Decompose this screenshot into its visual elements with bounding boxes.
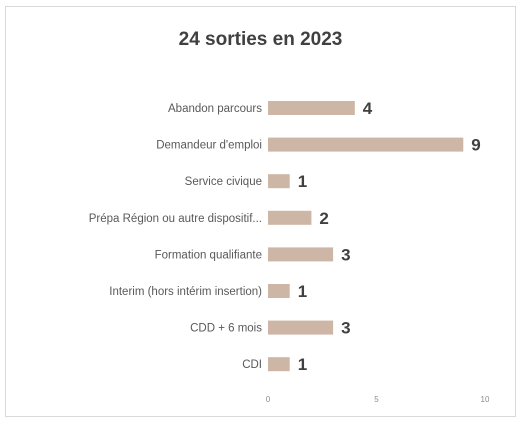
category-label: CDI xyxy=(242,359,262,371)
category-label: Abandon parcours xyxy=(168,103,262,115)
bar-chart: Abandon parcours 4 Demandeur d'emploi 9 Serv… xyxy=(89,99,490,404)
category-label: Demandeur d'emploi xyxy=(156,140,262,152)
data-label: 1 xyxy=(298,355,307,374)
bar xyxy=(268,210,312,225)
category-label: CDD + 6 mois xyxy=(190,323,262,335)
category-label: Service civique xyxy=(185,176,262,188)
category-label: Interim (hors intérim insertion) xyxy=(109,286,262,298)
category-label: Prépa Région ou autre dispositif... xyxy=(89,213,262,225)
bar xyxy=(268,137,464,152)
x-tick-label: 5 xyxy=(374,395,379,404)
bar xyxy=(268,174,290,189)
bar xyxy=(268,284,290,298)
data-label: 2 xyxy=(319,209,328,228)
chart-title: 24 sorties en 2023 xyxy=(178,29,343,50)
data-label: 3 xyxy=(341,245,350,264)
bar xyxy=(268,247,334,262)
x-tick-label: 0 xyxy=(266,395,271,404)
data-label: 1 xyxy=(298,282,307,301)
x-tick-label: 10 xyxy=(481,395,490,404)
data-label: 3 xyxy=(341,319,350,338)
chart-container: 24 sorties en 2023 Abandon parcours 4 Dema… xyxy=(5,6,516,417)
data-label: 4 xyxy=(363,99,373,118)
bar xyxy=(268,101,355,115)
data-label: 9 xyxy=(471,136,480,155)
bar xyxy=(268,320,334,335)
data-label: 1 xyxy=(298,172,307,191)
bar xyxy=(268,357,290,372)
category-label: Formation qualifiante xyxy=(155,249,262,261)
